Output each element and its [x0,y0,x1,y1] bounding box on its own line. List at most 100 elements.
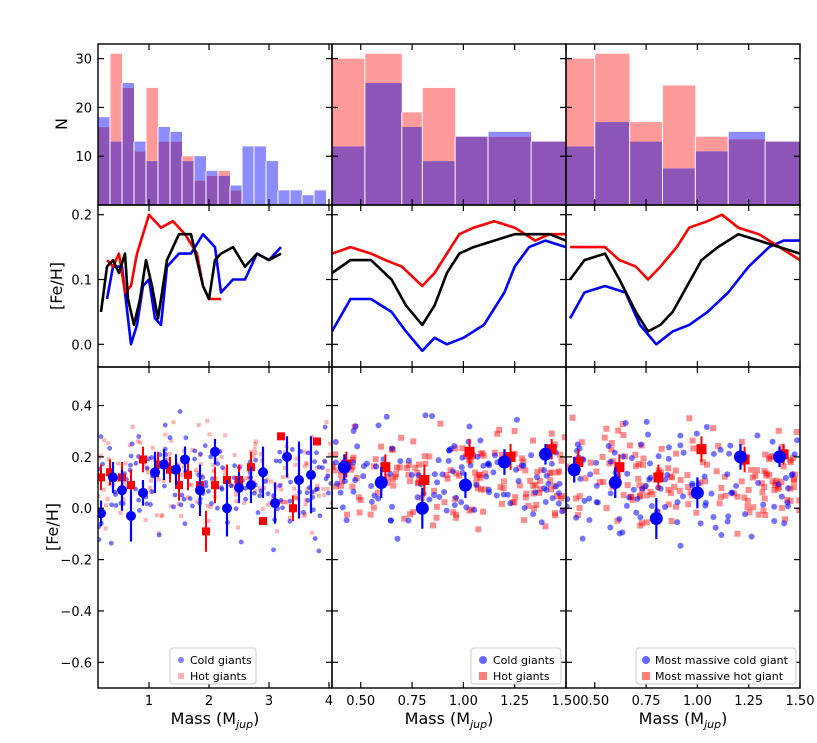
hot-binned-point [380,462,391,473]
hot-giant-point [327,441,332,446]
hot-giant-point [242,500,247,505]
hot-giant-point [553,493,560,500]
cold-giant-point [107,445,113,451]
hot-giant-point [498,500,505,507]
hot-giant-point [136,439,141,444]
hot-giant-point [314,465,319,470]
hot-giant-point [530,482,537,489]
hot-giant-point [232,453,237,458]
ytick-label: −0.2 [60,554,92,569]
hot-giant-point [759,489,766,496]
cold-giant-point [552,483,559,490]
overlap-hist-bar [182,161,194,205]
hot-hist-bar [629,122,663,142]
cold-giant-point [360,473,367,480]
hot-giant-point [156,477,161,482]
cold-giant-point [717,446,724,453]
cold-binned-point [108,472,118,483]
hot-giant-point [684,472,691,479]
cold-hist-bar [278,190,290,205]
cold-giant-point [538,519,545,526]
cold-giant-point [352,423,359,430]
scatter-ylabel: [Fe/H] [43,503,62,551]
hot-giant-point [753,467,760,474]
cold-giant-point [144,465,150,471]
cold-binned-point [171,464,181,475]
cold-giant-point [209,476,215,482]
xtick-label: 1.50 [552,694,581,709]
cold-giant-point [579,535,586,542]
ytick-label: 0.0 [71,502,92,517]
overlap-hist-bar [531,141,566,205]
cold-giant-point [459,469,466,476]
hot-giant-point [523,490,530,497]
cold-binned-point [306,469,316,480]
cold-giant-point [187,496,193,501]
hot-giant-point [477,450,484,457]
hot-giant-point [194,499,199,504]
cold-giant-point [791,451,798,458]
cold-binned-point [210,446,220,457]
cold-hist-bar [728,131,766,140]
hot-giant-point [321,486,326,491]
hot-giant-point [280,475,285,480]
cold-giant-point [665,455,672,462]
overlap-hist-bar [98,126,110,205]
cold-giant-point [665,444,672,451]
cold-giant-point [748,533,755,540]
hot-giant-point [265,477,270,482]
cold-giant-point [607,490,614,497]
cold-giant-point [725,513,732,520]
cold-binned-point [150,467,160,478]
overlap-hist-bar [122,87,134,205]
hot-giant-point [637,492,644,499]
cold-giant-point [480,462,487,469]
hot-giant-point [667,473,674,480]
hot-giant-point [741,494,748,501]
hot-giant-point [522,494,529,501]
cold-hist-bar [266,161,278,205]
cold-giant-point [623,502,630,509]
cold-binned-point [497,455,511,469]
cold-hist-bar [488,131,532,137]
cold-giant-point [429,412,436,419]
hot-giant-point [398,434,405,441]
cold-binned-point [294,474,304,485]
hot-giant-point [548,486,555,493]
hot-giant-point [103,526,108,531]
hot-binned-point [419,474,430,485]
hot-giant-point [444,475,451,482]
hot-giant-point [294,496,299,501]
hot-giant-point [796,507,800,514]
cold-giant-point [559,508,566,515]
cold-running-line [568,239,800,346]
cold-hist-bar [122,83,134,88]
hot-giant-point [685,483,692,490]
cold-giant-point [162,483,167,489]
hot-giant-point [552,512,559,519]
hot-giant-point [721,473,728,480]
running-panel-0 [99,213,282,346]
cold-giant-point [548,460,555,467]
hot-giant-point [252,446,257,451]
legend-hot-marker [642,672,650,680]
cold-giant-point [233,506,239,512]
hot-giant-point [569,414,576,421]
hot-giant-point [578,439,585,446]
hot-binned-point [139,455,147,464]
cold-binned-point [458,478,472,492]
hot-giant-point [593,468,600,475]
cold-giant-point [607,458,614,465]
hot-giant-point [322,492,327,497]
cold-giant-point [146,456,151,462]
scatter-binned-0 [98,432,321,552]
cold-giant-point [215,461,221,467]
hot-giant-point [350,454,357,461]
legend-cold-marker [178,657,184,663]
cold-giant-point [622,420,629,427]
hot-giant-point [527,477,534,484]
xtick-label: 1.50 [786,694,815,709]
cold-giant-point [637,441,644,448]
hot-hist-bar [594,53,630,123]
hot-giant-point [348,466,355,473]
